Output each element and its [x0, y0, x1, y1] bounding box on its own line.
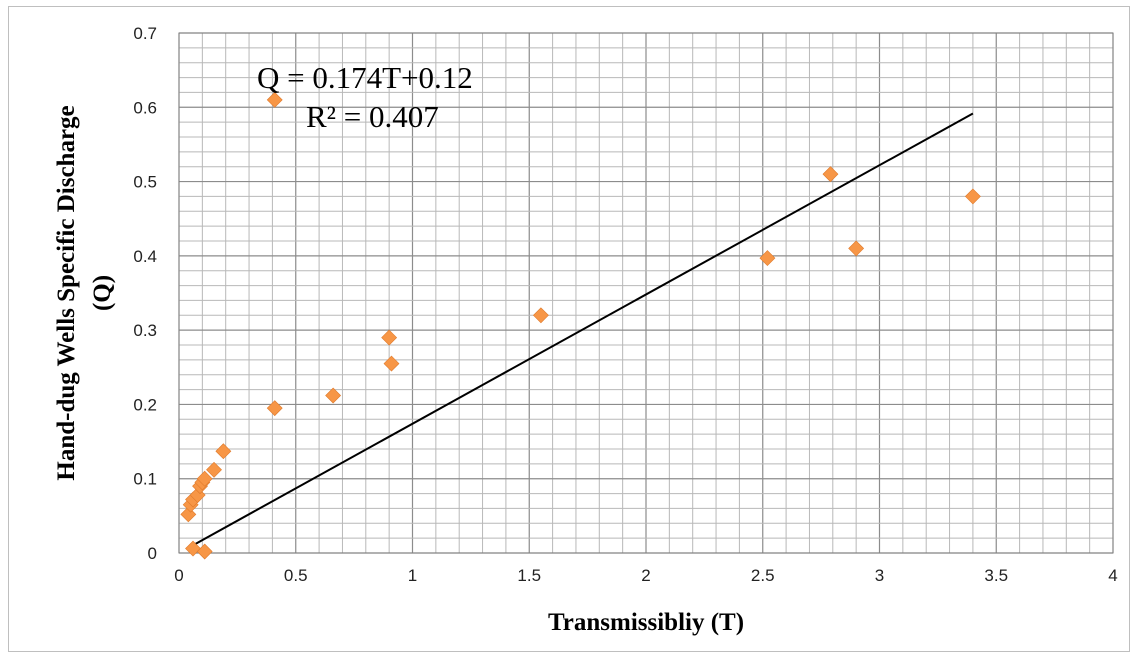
- x-tick-label: 3.5: [984, 566, 1008, 585]
- r-squared-label: R² = 0.407: [306, 99, 439, 134]
- x-tick-label: 2: [641, 566, 650, 585]
- data-point: [196, 470, 213, 487]
- data-point: [383, 355, 400, 372]
- y-axis-title-unit: (Q): [89, 275, 116, 311]
- x-tick-label: 2.5: [751, 566, 775, 585]
- data-point: [206, 461, 222, 478]
- data-points: [180, 91, 981, 560]
- data-point: [848, 240, 865, 257]
- data-point: [196, 543, 213, 560]
- data-point: [266, 400, 283, 417]
- tick-labels: 0 0.5 1 1.5 2 2.5 3 3.5 4 0 0.1 0.2 0.3 0.4 0.5 0.6 0.7: [133, 24, 1117, 585]
- y-tick-label: 0.6: [133, 98, 157, 117]
- x-tick-label: 0.5: [284, 566, 308, 585]
- data-point: [266, 91, 283, 108]
- y-tick-label: 0.4: [133, 247, 157, 266]
- x-tick-label: 3: [875, 566, 884, 585]
- y-tick-label: 0.5: [133, 173, 157, 192]
- y-tick-label: 0.3: [133, 321, 157, 340]
- x-tick-label: 1.5: [517, 566, 541, 585]
- data-point: [189, 487, 206, 503]
- y-tick-label: 0.7: [133, 24, 157, 43]
- data-point: [381, 329, 398, 346]
- x-tick-label: 0: [174, 566, 183, 585]
- x-tick-label: 1: [408, 566, 417, 585]
- data-point: [964, 188, 981, 205]
- data-point: [533, 307, 549, 324]
- data-point: [822, 166, 839, 183]
- y-tick-label: 0.2: [133, 395, 157, 414]
- data-point: [215, 443, 232, 460]
- data-point: [180, 506, 197, 523]
- trendline: [187, 112, 974, 549]
- data-point: [325, 387, 342, 404]
- plot-border: [178, 32, 1114, 554]
- data-point: [759, 250, 776, 267]
- trendline-equation: Q = 0.174T+0.12: [257, 60, 473, 95]
- x-axis-title: Transmissibliy (T): [548, 609, 744, 636]
- x-tick-label: 4: [1108, 566, 1117, 585]
- y-tick-label: 0.1: [133, 470, 157, 489]
- y-axis-title: Hand-dug Wells Specific Discharge: [53, 105, 80, 480]
- y-tick-label: 0: [148, 544, 157, 563]
- data-point: [185, 540, 201, 557]
